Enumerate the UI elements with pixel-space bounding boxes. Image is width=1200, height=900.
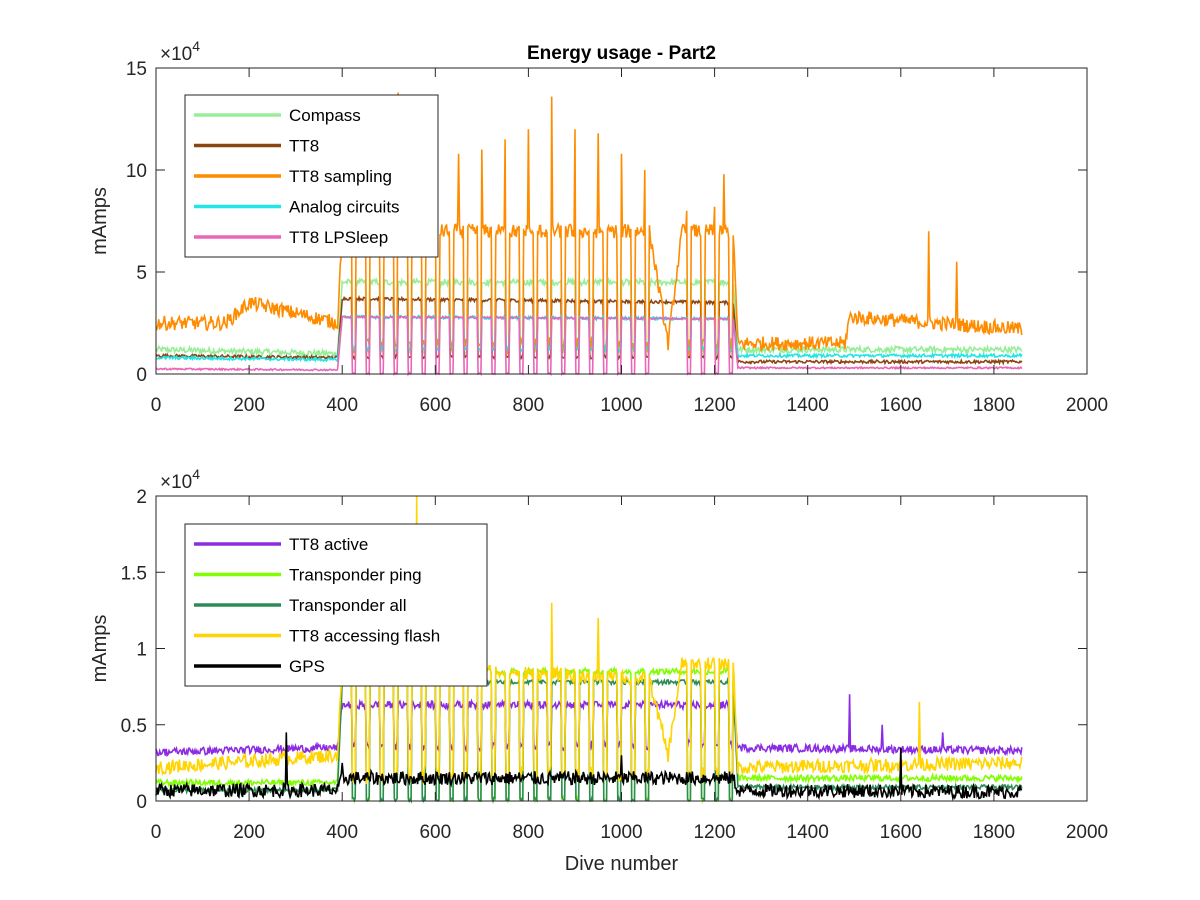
y-tick-label: 0.5 [121, 716, 147, 737]
x-tick-label: 1400 [787, 395, 829, 416]
y-axis-multiplier: ×104 [160, 466, 200, 493]
legend-entry: Compass [289, 106, 361, 125]
x-tick-label: 400 [326, 395, 358, 416]
y-tick-label: 15 [126, 59, 147, 80]
chart-panel-2: 0 200 400 600 800 1000 1200 1400 1600 1800 2000 0 0.… [89, 466, 1108, 875]
legend-entry: TT8 LPSleep [289, 228, 388, 247]
series-line-tt8-accessing-flash [155, 495, 1023, 785]
chart-title: Energy usage - Part2 [527, 43, 716, 64]
y-axis-multiplier-exponent: 4 [192, 466, 200, 482]
chart-panel-1: 0 200 400 600 800 1000 1200 1400 1600 1800 2000 0 5 1… [89, 38, 1108, 416]
legend-entry: TT8 sampling [289, 167, 392, 186]
x-tick-label: 200 [233, 822, 265, 843]
legend: TT8 active Transponder ping Transponder al… [184, 523, 488, 687]
series-group [155, 92, 1023, 377]
legend-entry: Analog circuits [289, 198, 400, 217]
y-axis-multiplier-exponent: 4 [192, 38, 200, 54]
x-tick-label: 1800 [973, 395, 1015, 416]
legend-entry: TT8 active [289, 535, 368, 554]
x-axis-label: Dive number [565, 853, 679, 875]
x-tick-label: 1000 [600, 395, 642, 416]
x-tick-label: 1600 [880, 822, 922, 843]
x-tick-label: 200 [233, 395, 265, 416]
x-tick-label: 600 [419, 822, 451, 843]
x-tick-label: 1600 [880, 395, 922, 416]
x-tick-label: 2000 [1066, 822, 1108, 843]
x-tick-label: 1800 [973, 822, 1015, 843]
y-tick-label: 5 [136, 263, 147, 284]
x-tick-label: 0 [151, 822, 162, 843]
legend-entry: TT8 [289, 137, 319, 156]
x-tick-label: 1200 [693, 395, 735, 416]
y-tick-label: 10 [126, 161, 147, 182]
x-tick-label: 1400 [787, 822, 829, 843]
y-tick-label: 1.5 [121, 563, 147, 584]
y-tick-label: 2 [136, 487, 147, 508]
y-tick-label: 0 [136, 792, 147, 813]
series-line-tt8-lpsleep [155, 314, 1023, 377]
y-axis-label: mAmps [89, 187, 111, 255]
x-tick-label: 800 [513, 395, 545, 416]
x-tick-label: 600 [419, 395, 451, 416]
legend-entry: GPS [289, 657, 325, 676]
y-axis-multiplier: ×104 [160, 38, 200, 65]
x-tick-label: 2000 [1066, 395, 1108, 416]
y-tick-label: 0 [136, 365, 147, 386]
series-line-tt8-sampling [155, 92, 1023, 355]
series-line-transponder-ping [155, 665, 1023, 804]
x-tick-label: 800 [513, 822, 545, 843]
series-line-gps [155, 732, 1023, 802]
legend-entry: TT8 accessing flash [289, 627, 440, 646]
y-axis-label: mAmps [89, 615, 111, 683]
legend-entry: Transponder all [289, 596, 407, 615]
legend: Compass TT8 TT8 sampling Analog circuits TT8… [184, 94, 439, 258]
x-tick-label: 1000 [600, 822, 642, 843]
x-tick-label: 1200 [693, 822, 735, 843]
legend-entry: Transponder ping [289, 566, 422, 585]
x-tick-label: 0 [151, 395, 162, 416]
series-group [155, 495, 1023, 804]
y-tick-label: 1 [136, 640, 147, 661]
x-tick-label: 400 [326, 822, 358, 843]
